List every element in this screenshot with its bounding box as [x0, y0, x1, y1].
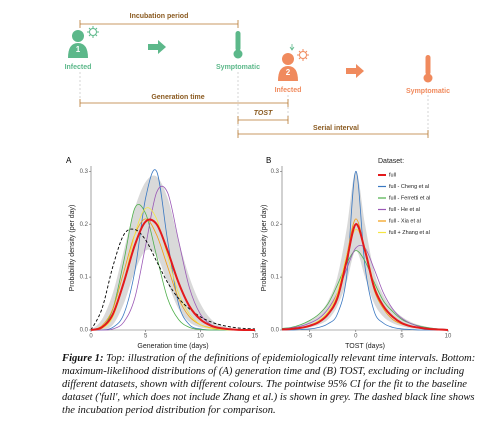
x-tick-label: 0 — [89, 334, 93, 340]
person-number: 1 — [76, 45, 81, 54]
legend-label: full - Xia et al — [389, 218, 421, 224]
y-tick-label: 0.2 — [80, 222, 89, 228]
y-tick-label: 0.1 — [271, 275, 280, 281]
state-label: Infected — [275, 87, 302, 94]
person-icon: 1 — [68, 30, 88, 58]
legend-label: full + Zhang et al — [389, 230, 430, 236]
legend-label: full — [389, 172, 396, 178]
y-tick-label: 0.2 — [271, 222, 280, 228]
state-label: Symptomatic — [216, 64, 260, 71]
caption-label: Figure 1: — [62, 353, 104, 364]
x-tick-label: 0 — [354, 334, 358, 340]
person-icon: 2 — [278, 53, 298, 81]
x-tick-label: 15 — [252, 334, 259, 340]
y-tick-label: 0.3 — [80, 169, 89, 175]
figure-caption: Figure 1: Top: illustration of the defin… — [62, 352, 482, 417]
legend-title: Dataset: — [378, 158, 404, 165]
panel-label: A — [66, 156, 72, 165]
state-label: Infected — [65, 64, 92, 71]
arrow — [148, 40, 166, 54]
state-label: Symptomatic — [406, 88, 450, 95]
x-tick-label: 5 — [144, 334, 148, 340]
transmission-arrow — [289, 44, 295, 51]
chart-panel: B 0.0 0.1 0.2 0.3 -5 0 5 10 TOST (days) Probabilit… — [261, 156, 452, 350]
x-tick-label: 5 — [400, 334, 404, 340]
thermometer-icon — [423, 55, 433, 83]
series-line — [281, 223, 449, 331]
interval-label: Incubation period — [130, 13, 189, 20]
y-tick-label: 0.1 — [80, 275, 89, 281]
virus-icon — [87, 26, 99, 38]
confidence-band — [91, 175, 255, 331]
x-tick-label: -5 — [307, 334, 313, 340]
interval-label: Serial interval — [313, 125, 359, 132]
chart-panel: A 0.0 0.1 0.2 0.3 0 5 10 15 Generation time (days… — [66, 156, 259, 350]
thermometer-icon — [233, 31, 243, 59]
interval-label: TOST — [254, 110, 273, 117]
x-axis-label: Generation time (days) — [137, 343, 208, 350]
interval-label: Generation time — [151, 94, 204, 101]
legend-label: full - Cheng et al — [389, 184, 429, 190]
series-line — [90, 218, 256, 332]
y-tick-label: 0.3 — [271, 169, 280, 175]
y-axis-label: Probability density (per day) — [69, 205, 76, 292]
x-tick-label: 10 — [445, 334, 452, 340]
x-axis-label: TOST (days) — [345, 343, 385, 350]
legend-label: full - He et al — [389, 207, 420, 213]
legend-label: full - Ferretti et al — [389, 195, 430, 201]
y-axis-label: Probability density (per day) — [261, 205, 268, 292]
panel-label: B — [266, 156, 271, 165]
y-tick-label: 0.0 — [271, 328, 280, 334]
series-line — [281, 250, 449, 330]
caption-text: Top: illustration of the definitions of … — [62, 353, 476, 416]
y-tick-label: 0.0 — [80, 328, 89, 334]
timeline-diagram: Incubation period Generation time TOST S… — [65, 13, 450, 138]
figure: Incubation period Generation time TOST S… — [65, 13, 452, 350]
arrow — [346, 64, 364, 78]
person-number: 2 — [286, 68, 291, 77]
x-tick-label: 10 — [197, 334, 204, 340]
series-line — [90, 228, 256, 331]
virus-icon — [297, 49, 309, 61]
series-line — [281, 170, 448, 331]
